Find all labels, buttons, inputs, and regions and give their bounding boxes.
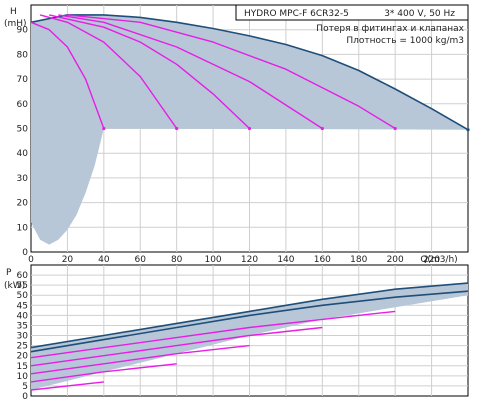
supply-label: 3* 400 V, 50 Hz <box>384 9 455 19</box>
head-xtick-label: 40 <box>98 255 110 265</box>
head-ytick-labels: 0 10 20 30 40 50 60 70 80 90 <box>17 26 29 258</box>
power-ytick-label: 60 <box>17 271 29 281</box>
head-xlabel: Q(m3/h) <box>420 255 457 265</box>
head-curve-endpoint <box>320 126 324 131</box>
power-operating-area <box>31 283 468 390</box>
power-ytick-label: 50 <box>17 291 29 301</box>
power-ytick-label: 10 <box>17 372 29 382</box>
head-xtick-label: 20 <box>62 255 74 265</box>
head-pump-curve <box>67 14 396 130</box>
power-ytick-label: 45 <box>17 301 28 311</box>
header-info-frame <box>235 4 469 21</box>
head-xtick-label: 120 <box>241 255 258 265</box>
head-series-group <box>30 14 470 132</box>
head-xtick-label: 140 <box>277 255 294 265</box>
head-ytick-label: 0 <box>22 248 28 258</box>
power-ytick-label: 40 <box>17 311 29 321</box>
power-ylabel: P <box>6 268 12 278</box>
head-ytick-label: 60 <box>17 100 29 110</box>
head-xtick-label: 60 <box>135 255 147 265</box>
head-pump-curve <box>49 14 250 130</box>
power-pump-curve <box>30 363 177 383</box>
power-max-curve <box>30 282 469 349</box>
head-panel: 0 10 20 30 40 50 60 70 80 90 0 20 40 60 80 100 120 140 16… <box>4 4 470 265</box>
head-xtick-label: 0 <box>28 255 34 265</box>
head-curve-endpoint <box>102 126 106 131</box>
head-ytick-label: 30 <box>17 174 29 184</box>
head-curve-endpoint <box>247 126 252 131</box>
head-ytick-label: 90 <box>17 26 29 36</box>
power-max-curve <box>30 290 469 353</box>
head-pump-curve <box>58 14 323 130</box>
head-ytick-label: 50 <box>17 125 29 135</box>
head-ytick-label: 10 <box>17 223 29 233</box>
power-pump-curve <box>30 326 323 367</box>
head-curve-endpoint <box>175 126 179 131</box>
power-pump-curve <box>30 310 396 359</box>
head-curve-endpoint <box>393 126 397 131</box>
product-title: HYDRO MPC-F 6CR32-5 <box>244 9 349 19</box>
head-ytick-label: 40 <box>17 149 29 159</box>
head-xtick-label: 220 <box>423 255 440 265</box>
head-xtick-label: 80 <box>171 255 183 265</box>
head-pump-curve <box>39 14 178 129</box>
power-series-group <box>30 282 469 391</box>
head-ytick-label: 20 <box>17 199 29 209</box>
power-ytick-label: 55 <box>17 281 28 291</box>
head-ylabel-unit: (mH) <box>4 19 27 29</box>
density-note: Плотность = 1000 kg/m3 <box>346 36 464 46</box>
power-ytick-label: 30 <box>17 332 29 342</box>
head-curve-endpoint <box>466 128 470 132</box>
power-ylabel-unit: (kW) <box>4 281 25 291</box>
head-xtick-label: 160 <box>314 255 331 265</box>
head-max-curve <box>30 14 469 131</box>
head-ytick-label: 70 <box>17 75 29 85</box>
head-xtick-label: 100 <box>204 255 221 265</box>
power-ytick-label: 20 <box>17 352 29 362</box>
power-ytick-label: 5 <box>22 382 28 392</box>
power-ytick-label: 25 <box>17 342 28 352</box>
power-pump-curve <box>30 381 104 391</box>
power-ytick-label: 35 <box>17 321 28 331</box>
header-info-box: HYDRO MPC-F 6CR32-5 3* 400 V, 50 Hz Поте… <box>235 4 469 46</box>
head-envelope <box>31 14 468 245</box>
power-envelope <box>31 283 468 390</box>
head-pump-curve <box>30 21 105 129</box>
head-operating-area <box>31 14 468 245</box>
power-pump-curve <box>30 344 250 375</box>
power-ytick-label: 0 <box>22 392 28 400</box>
power-ytick-label: 15 <box>17 362 28 372</box>
fittings-note: Потеря в фитингах и клапанах <box>316 24 464 34</box>
head-ytick-label: 80 <box>17 50 29 60</box>
head-xtick-labels: 0 20 40 60 80 100 120 140 160 180 200 220 <box>28 255 440 265</box>
head-xtick-label: 180 <box>350 255 367 265</box>
head-xtick-label: 200 <box>387 255 404 265</box>
head-ylabel: H <box>10 7 17 17</box>
